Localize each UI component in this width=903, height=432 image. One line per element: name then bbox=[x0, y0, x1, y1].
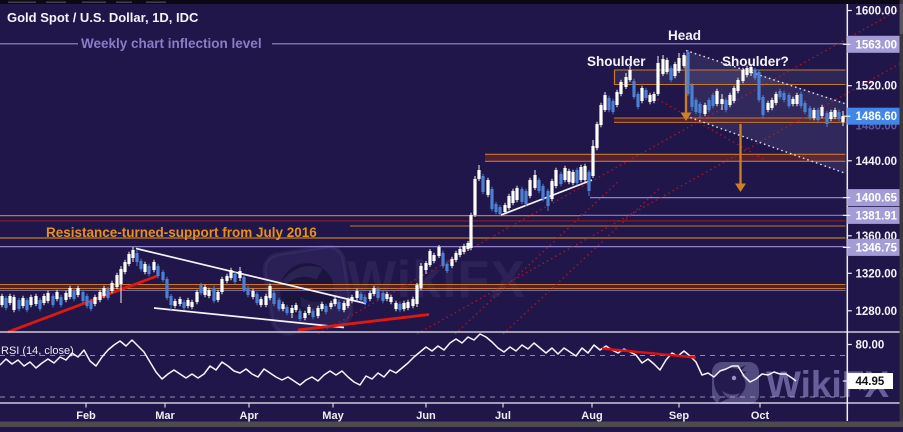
svg-text:RSI (14, close): RSI (14, close) bbox=[1, 345, 74, 357]
svg-text:Gold Spot / U.S. Dollar, 1D, I: Gold Spot / U.S. Dollar, 1D, IDC bbox=[7, 10, 199, 25]
svg-text:Apr: Apr bbox=[240, 410, 260, 422]
svg-text:1346.75: 1346.75 bbox=[856, 242, 898, 254]
svg-text:Jun: Jun bbox=[416, 410, 436, 422]
svg-text:Resistance-turned-support from: Resistance-turned-support from July 2016 bbox=[46, 225, 317, 240]
svg-text:1400.65: 1400.65 bbox=[856, 193, 898, 205]
svg-text:1280.00: 1280.00 bbox=[856, 306, 898, 318]
svg-text:Shoulder: Shoulder bbox=[587, 54, 646, 69]
svg-text:Aug: Aug bbox=[581, 410, 602, 422]
svg-text:Shoulder?: Shoulder? bbox=[722, 54, 789, 69]
svg-text:44.95: 44.95 bbox=[856, 376, 885, 388]
svg-text:1600.00: 1600.00 bbox=[856, 6, 898, 18]
svg-text:Head: Head bbox=[668, 28, 701, 43]
svg-text:Mar: Mar bbox=[155, 410, 175, 422]
svg-text:WikiFX: WikiFX bbox=[347, 251, 526, 309]
svg-text:1486.60: 1486.60 bbox=[856, 111, 898, 123]
svg-text:1520.00: 1520.00 bbox=[856, 81, 898, 93]
svg-text:1440.00: 1440.00 bbox=[856, 156, 898, 168]
svg-text:1320.00: 1320.00 bbox=[856, 268, 898, 280]
svg-text:80.00: 80.00 bbox=[856, 340, 885, 352]
svg-text:Oct: Oct bbox=[751, 410, 770, 422]
svg-text:1563.00: 1563.00 bbox=[856, 39, 898, 51]
svg-text:Jul: Jul bbox=[495, 410, 511, 422]
svg-text:Weekly chart inflection level: Weekly chart inflection level bbox=[81, 36, 262, 51]
svg-text:Feb: Feb bbox=[76, 410, 96, 422]
svg-text:1381.91: 1381.91 bbox=[856, 210, 898, 222]
svg-text:May: May bbox=[322, 410, 344, 422]
svg-text:Sep: Sep bbox=[669, 410, 689, 422]
